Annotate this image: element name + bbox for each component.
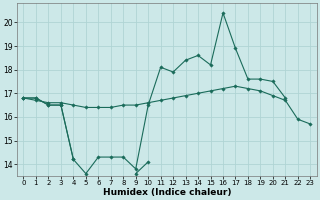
X-axis label: Humidex (Indice chaleur): Humidex (Indice chaleur) (103, 188, 231, 197)
